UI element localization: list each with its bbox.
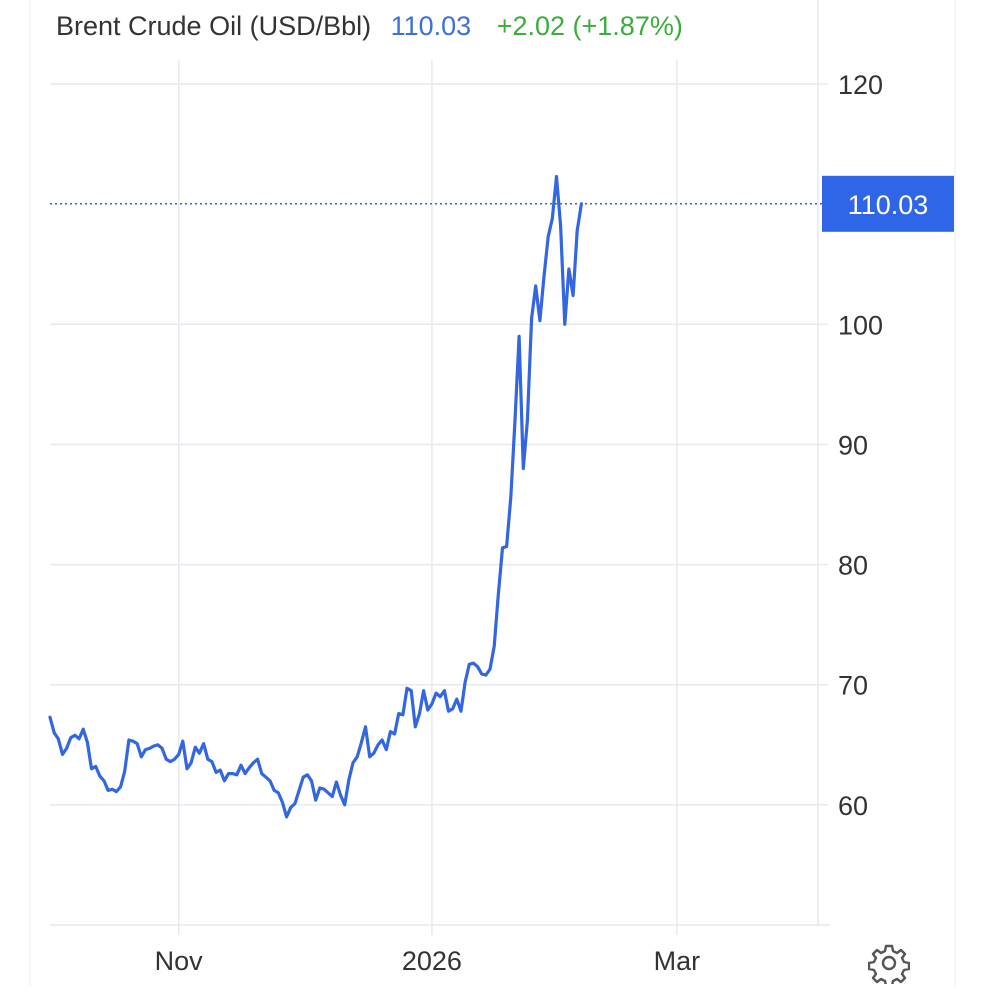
y-tick-label: 90 [838,430,868,460]
grid-lines [29,0,956,986]
last-price-label-text: 110.03 [848,190,929,220]
x-tick-label: Mar [654,946,701,976]
series-line[interactable] [48,174,583,819]
y-tick-label: 60 [838,791,868,821]
x-tick-label: Nov [155,946,204,976]
y-tick-label: 70 [838,671,868,701]
x-tick-label: 2026 [402,946,462,976]
price-change: +2.02 (+1.87%) [496,11,683,41]
x-axis-ticks: Nov 2026 Mar [155,946,700,976]
current-price: 110.03 [390,11,472,41]
last-price-label-bg [822,175,954,232]
settings-button[interactable] [867,942,911,988]
chart-title: Brent Crude Oil (USD/Bbl) [56,11,372,41]
y-tick-label: 80 [838,551,868,581]
y-tick-label: 120 [838,70,883,100]
last-price-label: 110.03 [822,175,954,232]
y-tick-label: 100 [838,310,883,340]
y-axis-ticks: 60 70 80 90 100 120 [838,70,883,821]
chart-header: Brent Crude Oil (USD/Bbl) 110.03 +2.02 (… [56,8,683,44]
gear-icon [867,944,911,988]
